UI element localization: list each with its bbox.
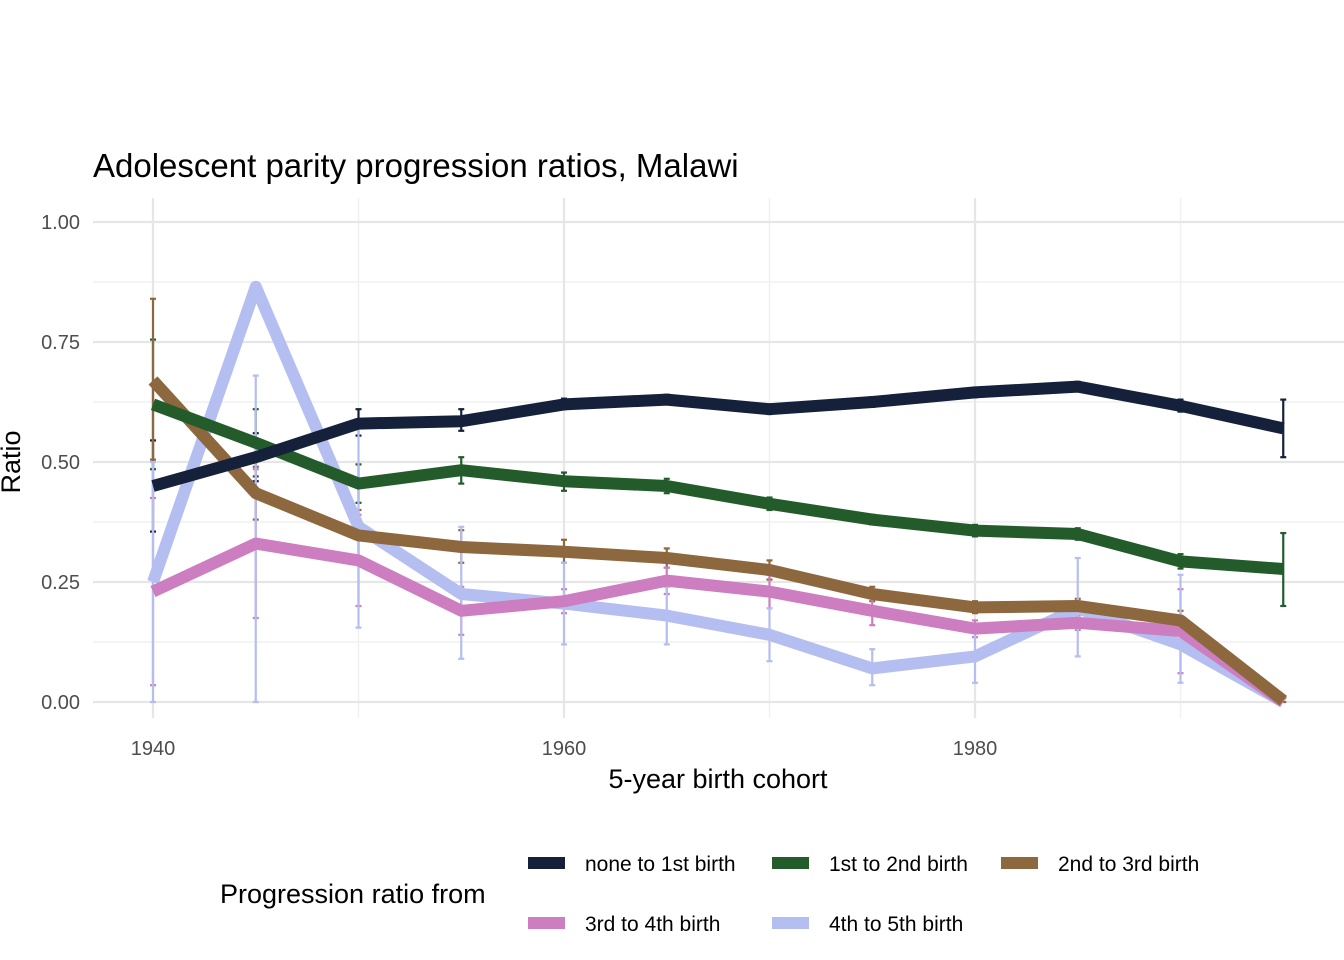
series-line-1 — [150, 398, 1284, 575]
y-tick-label: 0.75 — [41, 332, 80, 354]
y-tick-label: 0.50 — [41, 452, 80, 474]
legend-item-0: none to 1st birth — [528, 853, 736, 876]
legend-swatch — [772, 917, 809, 929]
y-tick-label: 0.25 — [41, 572, 80, 594]
legend-label: 4th to 5th birth — [829, 913, 963, 936]
legend-swatch — [1001, 857, 1038, 869]
series-lines — [147, 280, 1287, 708]
series-line-0 — [151, 380, 1285, 492]
x-axis-title: 5-year birth cohort — [608, 764, 828, 794]
legend-item-3: 3rd to 4th birth — [528, 913, 720, 936]
legend-item-2: 2nd to 3rd birth — [1001, 853, 1199, 876]
legend-item-4: 4th to 5th birth — [772, 913, 963, 936]
legend-label: none to 1st birth — [585, 853, 736, 876]
chart-title: Adolescent parity progression ratios, Ma… — [93, 147, 739, 184]
y-axis-title: Ratio — [0, 430, 26, 493]
x-tick-labels: 1940 1960 1980 — [131, 738, 998, 760]
x-tick-label: 1980 — [953, 738, 998, 760]
legend-label: 3rd to 4th birth — [585, 913, 720, 936]
legend-label: 2nd to 3rd birth — [1058, 853, 1199, 876]
legend-swatch — [772, 857, 809, 869]
series-line-3 — [150, 537, 1287, 707]
series-line-2 — [148, 376, 1287, 706]
x-tick-label: 1960 — [542, 738, 587, 760]
x-tick-label: 1940 — [131, 738, 176, 760]
legend: none to 1st birth 1st to 2nd birth 2nd to … — [528, 853, 1199, 936]
legend-swatch — [528, 857, 565, 869]
y-tick-label: 1.00 — [41, 212, 80, 234]
y-tick-label: 0.00 — [41, 692, 80, 714]
legend-swatch — [528, 917, 565, 929]
legend-item-1: 1st to 2nd birth — [772, 853, 968, 876]
y-tick-labels: 0.00 0.25 0.50 0.75 1.00 — [41, 212, 80, 714]
legend-label: 1st to 2nd birth — [829, 853, 968, 876]
error-bar-2-0 — [150, 297, 156, 461]
legend-title: Progression ratio from — [220, 879, 486, 909]
